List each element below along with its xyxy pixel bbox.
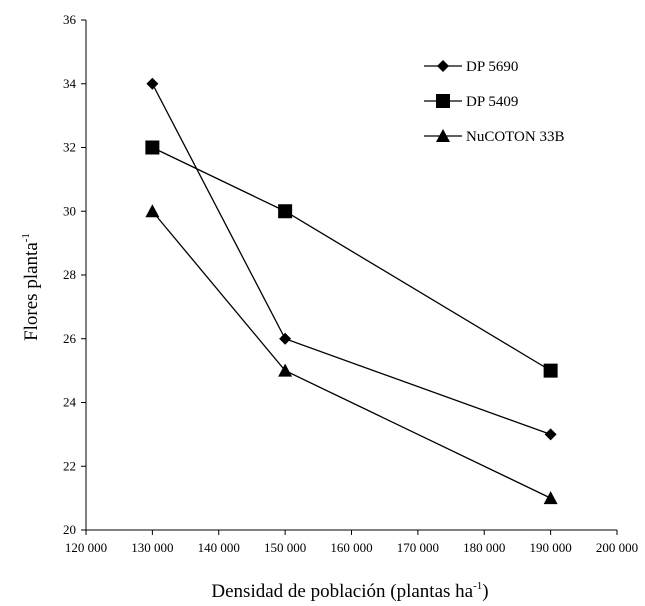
y-tick-label: 36 <box>63 12 77 27</box>
x-tick-label: 190 000 <box>530 540 572 555</box>
x-tick-label: 200 000 <box>596 540 638 555</box>
y-axis-title: Flores planta-1 <box>20 233 42 341</box>
legend-marker <box>436 129 450 142</box>
y-tick-label: 32 <box>63 140 76 155</box>
x-axis-title: Densidad de población (plantas ha-1) <box>211 580 488 602</box>
legend-label: NuCOTON 33B <box>466 129 564 145</box>
legend-item-dp-5409: DP 5409 <box>424 94 518 110</box>
data-point-dp-5690 <box>146 77 159 90</box>
series-layer <box>145 77 558 505</box>
series-nucoton-33b <box>145 204 558 505</box>
y-tick-label: 24 <box>63 395 77 410</box>
x-tick-label: 180 000 <box>463 540 505 555</box>
series-dp-5409 <box>145 140 558 378</box>
data-point-dp-5409 <box>543 363 558 378</box>
y-tick-label: 30 <box>63 203 76 218</box>
y-tick-label: 22 <box>63 458 76 473</box>
x-tick-label: 120 000 <box>65 540 107 555</box>
y-tick-label: 20 <box>63 522 76 537</box>
y-tick-label: 28 <box>63 267 76 282</box>
x-tick-label: 130 000 <box>131 540 173 555</box>
legend-label: DP 5409 <box>466 94 518 110</box>
legend-item-dp-5690: DP 5690 <box>424 59 518 75</box>
data-point-dp-5690 <box>544 428 557 441</box>
series-line-dp-5409 <box>152 146 551 372</box>
x-tick-label: 150 000 <box>264 540 306 555</box>
data-point-nucoton-33b <box>145 204 160 218</box>
x-tick-label: 140 000 <box>198 540 240 555</box>
series-line-nucoton-33b <box>151 210 551 499</box>
y-tick-label: 26 <box>63 331 77 346</box>
legend: DP 5690 DP 5409 NuCOTON 33B <box>424 59 564 145</box>
y-tick-label: 34 <box>63 76 77 91</box>
data-point-dp-5690 <box>279 332 292 345</box>
data-point-dp-5409 <box>278 204 293 219</box>
axes: 20 22 24 26 28 30 32 34 36 120 000 130 000 140 000 1… <box>63 12 638 555</box>
x-tick-label: 170 000 <box>397 540 439 555</box>
data-point-dp-5409 <box>145 140 160 155</box>
legend-label: DP 5690 <box>466 59 518 75</box>
legend-item-nucoton-33b: NuCOTON 33B <box>424 129 564 145</box>
data-point-nucoton-33b <box>278 363 293 377</box>
legend-marker <box>436 94 450 108</box>
legend-marker <box>437 60 449 72</box>
data-point-nucoton-33b <box>543 491 558 505</box>
x-tick-label: 160 000 <box>330 540 372 555</box>
